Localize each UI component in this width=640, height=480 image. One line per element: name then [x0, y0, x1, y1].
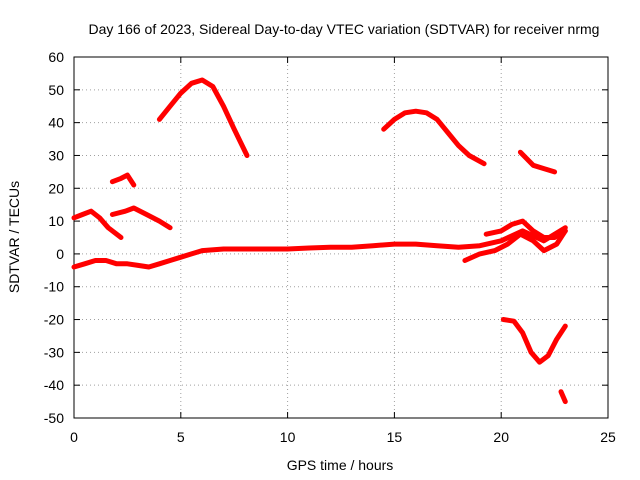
series-arc-evening-high: [517, 149, 558, 175]
x-tick-label: 25: [600, 429, 616, 445]
series-arc-baseline: [71, 225, 568, 270]
y-tick-label: 60: [48, 49, 64, 65]
chart-title: Day 166 of 2023, Sidereal Day-to-day VTE…: [89, 21, 600, 37]
x-tick-label: 10: [280, 429, 296, 445]
plot-frame: [73, 56, 609, 419]
y-tick-label: -10: [44, 279, 64, 295]
series-arc-evening-mid: [483, 218, 568, 240]
y-tick-label: 30: [48, 147, 64, 163]
y-tick-label: 50: [48, 82, 64, 98]
y-tick-label: 20: [48, 180, 64, 196]
series-arc-mid-low: [109, 205, 173, 231]
x-tick-label: 5: [177, 429, 185, 445]
x-tick-label: 20: [493, 429, 509, 445]
series-arc-peak-morning: [156, 77, 250, 158]
y-tick-label: -40: [44, 377, 64, 393]
y-tick-label: 0: [56, 246, 64, 262]
x-tick-label: 0: [70, 429, 78, 445]
series-arc-small: [109, 172, 137, 188]
series-arc-negative-tail: [558, 389, 568, 405]
y-tick-label: 10: [48, 213, 64, 229]
y-tick-label: 40: [48, 115, 64, 131]
y-tick-label: -30: [44, 344, 64, 360]
y-tick-label: -50: [44, 410, 64, 426]
series-arc-evening-lower: [462, 228, 568, 263]
x-tick-label: 15: [387, 429, 403, 445]
series-arc-peak-afternoon: [381, 108, 487, 167]
y-axis-label: SDTVAR / TECUs: [6, 181, 22, 293]
x-axis-label: GPS time / hours: [287, 457, 394, 473]
series-arc-morning-low: [71, 208, 124, 240]
y-tick-label: -20: [44, 312, 64, 328]
series-arc-negative: [500, 317, 568, 365]
